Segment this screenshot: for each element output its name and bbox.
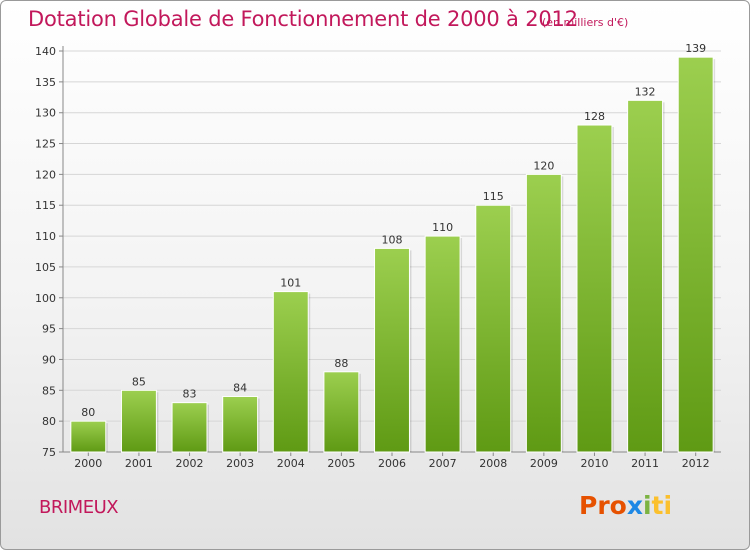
bar-2005 — [323, 371, 360, 453]
data-label: 110 — [432, 221, 453, 234]
bar-2004 — [272, 291, 309, 453]
data-label: 108 — [382, 233, 403, 246]
x-tick-label: 2002 — [176, 457, 204, 470]
bar-2003 — [222, 395, 259, 453]
data-label: 88 — [334, 357, 348, 370]
bar-2012 — [677, 56, 714, 453]
y-tick-label: 75 — [42, 446, 56, 459]
bar-2011 — [627, 99, 664, 453]
y-tick-label: 120 — [35, 168, 56, 181]
logo-part: Pro — [579, 491, 627, 520]
bar-2008 — [475, 204, 512, 453]
x-tick-label: 2006 — [378, 457, 406, 470]
x-tick-label: 2000 — [74, 457, 102, 470]
y-tick-label: 80 — [42, 415, 56, 428]
x-tick-labels: 2000 2001 2002 2003 2004 2005 2006 2007 2008 2009… — [74, 457, 709, 470]
x-tick-label: 2005 — [327, 457, 355, 470]
data-label: 128 — [584, 110, 605, 123]
y-tick-label: 130 — [35, 107, 56, 120]
bar-2007 — [424, 235, 461, 453]
y-tick-label: 95 — [42, 323, 56, 336]
x-tick-label: 2008 — [479, 457, 507, 470]
data-label: 84 — [233, 381, 247, 394]
data-label: 132 — [635, 85, 656, 98]
logo-part: i — [642, 491, 652, 520]
y-tick-label: 140 — [35, 45, 56, 58]
data-label: 80 — [81, 406, 95, 419]
chart-title: Dotation Globale de Fonctionnement de 20… — [28, 7, 578, 31]
y-tick-label: 125 — [35, 138, 56, 151]
y-tick-label: 100 — [35, 292, 56, 305]
bar-2006 — [374, 247, 410, 453]
data-label: 139 — [685, 42, 706, 55]
data-label: 115 — [483, 190, 504, 203]
bar-2001 — [120, 389, 157, 453]
commune-name: BRIMEUX — [39, 497, 119, 518]
bar-2009 — [525, 173, 562, 453]
y-tick-label: 135 — [35, 76, 56, 89]
data-label: 85 — [132, 375, 146, 388]
bars — [70, 56, 716, 453]
y-tick-label: 115 — [35, 199, 56, 212]
x-tick-label: 2003 — [226, 457, 254, 470]
data-label: 101 — [280, 277, 301, 290]
data-label: 120 — [533, 159, 554, 172]
x-tick-label: 2001 — [125, 457, 153, 470]
x-tick-label: 2007 — [429, 457, 457, 470]
x-tick-label: 2011 — [631, 457, 659, 470]
logo-part: ti — [651, 491, 673, 520]
x-tick-label: 2004 — [277, 457, 305, 470]
y-tick-labels: 75 80 85 90 95 100 105 110 115 120 125 130 135 140 — [35, 45, 56, 459]
y-tick-label: 105 — [35, 261, 56, 274]
logo-part: x — [626, 491, 643, 520]
x-tick-label: 2010 — [580, 457, 608, 470]
y-tick-label: 90 — [42, 353, 56, 366]
bar-2002 — [171, 402, 208, 453]
y-tick-label: 110 — [35, 230, 56, 243]
y-tick-label: 85 — [42, 384, 56, 397]
proxiti-logo[interactable]: Proxiti — [579, 491, 672, 520]
data-labels: 80 85 83 84 101 88 108 110 115 120 128 132 139 — [81, 42, 706, 419]
x-tick-label: 2009 — [530, 457, 558, 470]
chart-subtitle: (en milliers d'€) — [542, 16, 629, 29]
bar-2010 — [576, 124, 613, 453]
x-tick-label: 2012 — [682, 457, 710, 470]
data-label: 83 — [183, 388, 197, 401]
bar-2000 — [70, 420, 107, 453]
